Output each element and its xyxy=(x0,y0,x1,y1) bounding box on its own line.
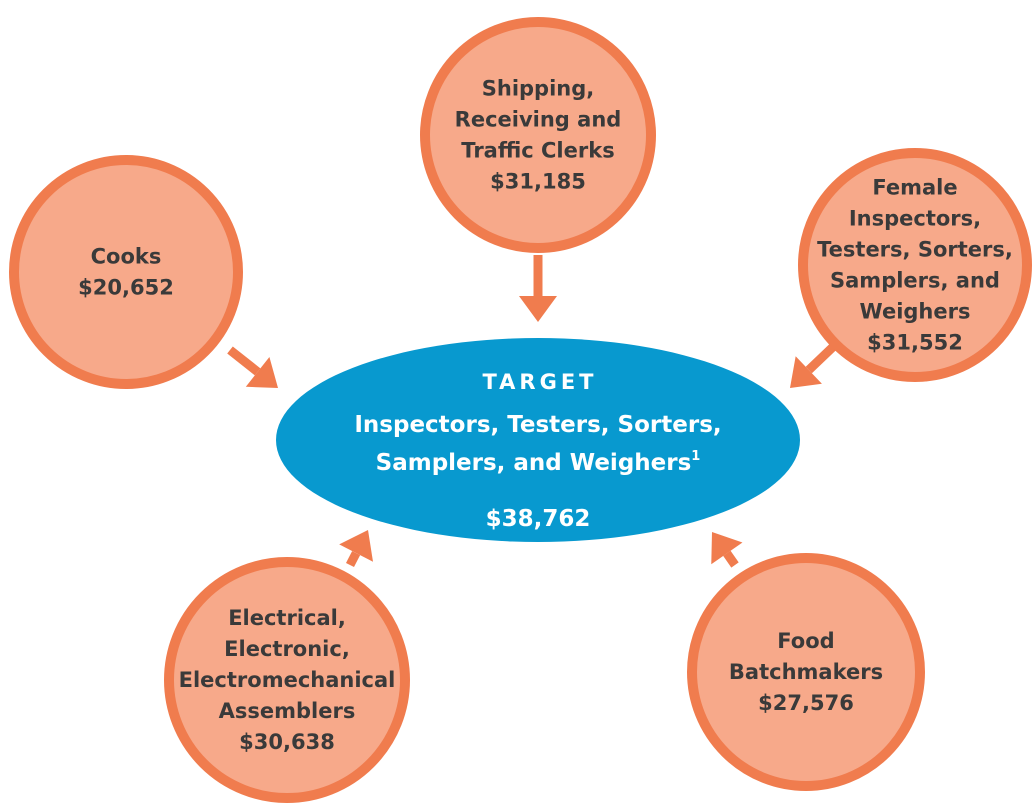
arrow xyxy=(711,532,743,568)
node-value: $20,652 xyxy=(78,276,174,300)
node-label: Female xyxy=(872,176,957,200)
arrow-shaft xyxy=(345,551,361,568)
arrow-shaft xyxy=(723,550,739,568)
node-label: Inspectors, xyxy=(849,207,981,231)
node-label: Traffic Clerks xyxy=(461,139,614,163)
node: Food Batchmakers $27,576 xyxy=(687,553,925,791)
arrow xyxy=(519,255,557,322)
node-label: Food xyxy=(777,629,834,653)
node-label: Weighers xyxy=(860,300,971,324)
target: TARGET Inspectors, Testers, Sorters, Sampl… xyxy=(276,338,800,542)
node-value: $30,638 xyxy=(239,730,335,754)
arrow-shaft xyxy=(227,346,261,376)
arrow-head xyxy=(711,532,743,565)
arrow-head xyxy=(790,356,822,388)
node-value: $31,552 xyxy=(867,331,963,355)
node-label: Electronic, xyxy=(224,637,350,661)
node-circle xyxy=(164,557,410,803)
node-value: $31,185 xyxy=(490,170,586,194)
arrow xyxy=(790,341,839,388)
node-label: Electromechanical xyxy=(179,668,396,692)
node-circle xyxy=(687,553,925,791)
node-circle xyxy=(420,17,656,253)
footnote-mark: 1 xyxy=(691,449,700,464)
node: Electrical, Electronic, Electromechanical A… xyxy=(164,557,410,803)
node: Shipping, Receiving and Traffic Clerks $31,… xyxy=(420,17,656,253)
node-label: Cooks xyxy=(91,245,162,269)
target-line-text: Inspectors, Testers, Sorters, xyxy=(354,412,721,438)
arrow-head xyxy=(519,296,557,322)
node-label: Receiving and xyxy=(455,108,622,132)
arrow xyxy=(339,530,374,568)
node-label: Samplers, and xyxy=(830,269,1000,293)
target-line-text: Samplers, and Weighers xyxy=(376,450,692,476)
target-heading: TARGET xyxy=(482,370,597,394)
node-label: Shipping, xyxy=(482,77,595,101)
node-label: Assemblers xyxy=(219,699,356,723)
node-label: Batchmakers xyxy=(729,660,883,684)
node: Cooks $20,652 xyxy=(9,155,243,389)
arrow xyxy=(227,346,278,388)
arrow-head xyxy=(245,356,278,388)
arrow-head xyxy=(339,530,374,562)
node-circle xyxy=(798,148,1032,382)
node-value: $27,576 xyxy=(758,691,854,715)
target-value: $38,762 xyxy=(486,506,591,532)
node-label: Testers, Sorters, xyxy=(817,238,1013,262)
node-circle xyxy=(9,155,243,389)
target-line: Inspectors, Testers, Sorters, xyxy=(354,412,721,438)
node-label: Electrical, xyxy=(228,606,346,630)
node: Female Inspectors, Testers, Sorters, Sample… xyxy=(798,148,1032,382)
target-ellipse xyxy=(276,338,800,542)
arrow-shaft xyxy=(805,341,839,374)
target-line: Samplers, and Weighers1 xyxy=(376,449,701,476)
